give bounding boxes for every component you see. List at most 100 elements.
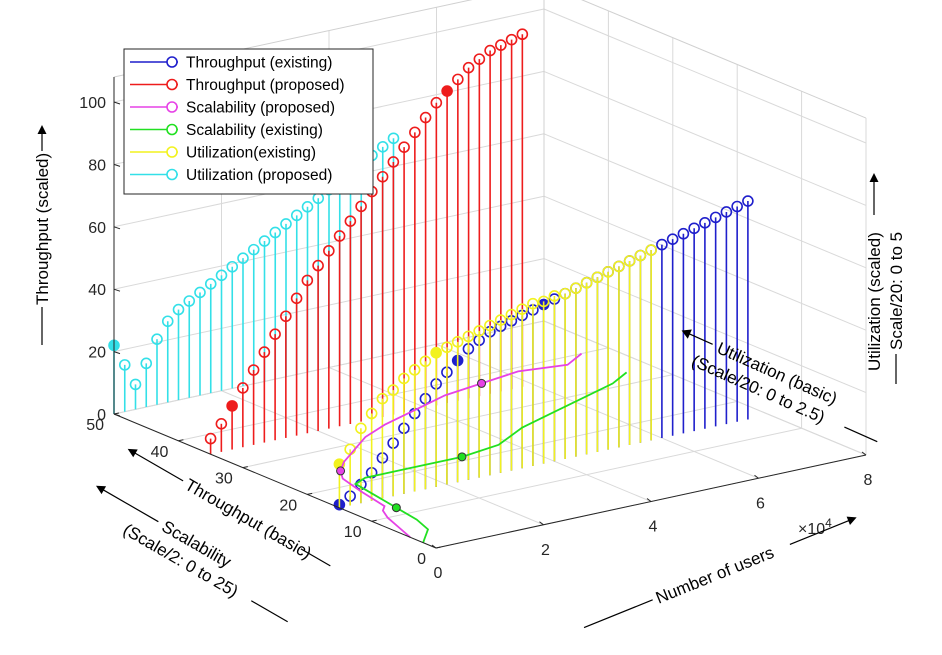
stem-marker-throughput_proposed	[226, 400, 238, 412]
stem-marker-throughput_proposed	[376, 170, 389, 183]
stem-marker-utilization_existing	[419, 355, 432, 368]
stem-marker-throughput_proposed	[505, 33, 518, 46]
z-tick-mark	[113, 413, 121, 417]
stem-marker-throughput_proposed	[452, 73, 464, 86]
stem-marker-utilization_proposed	[172, 303, 185, 316]
legend-swatch-marker	[166, 78, 178, 91]
legend-label: Utilization (proposed)	[186, 167, 332, 184]
y-tick-mark	[113, 412, 120, 415]
series-utilization_existing	[333, 244, 657, 508]
stem-marker-utilization_existing	[441, 341, 453, 354]
stem-marker-throughput_proposed	[409, 126, 421, 139]
stem-marker-utilization_existing	[451, 336, 464, 348]
x-tick-label: 0	[434, 565, 443, 582]
z-tick-label: 20	[88, 345, 106, 362]
z-tick-mark	[113, 351, 121, 355]
legend-label: Throughput (proposed)	[186, 77, 345, 94]
stem-marker-throughput_proposed	[215, 417, 228, 430]
z-tick-label: 0	[97, 407, 106, 424]
stem-marker-utilization_proposed	[151, 333, 163, 345]
stem-marker-throughput_existing	[731, 200, 743, 213]
legend-swatch-marker	[166, 146, 178, 158]
x-tick-mark	[646, 498, 652, 502]
stem-marker-utilization_existing	[408, 364, 421, 376]
grid-line-y	[371, 427, 802, 522]
stem-marker-throughput_existing	[688, 222, 700, 235]
stem-marker-throughput_proposed	[290, 292, 303, 305]
stem-marker-throughput_proposed	[387, 156, 400, 168]
box-edge	[581, 0, 867, 119]
floor-line-series-group	[336, 352, 628, 543]
stem-marker-utilization_existing	[365, 407, 378, 420]
stem-marker-utilization_existing	[462, 330, 475, 343]
y-tick-label: 40	[151, 444, 169, 461]
stem-marker-utilization_existing	[516, 303, 528, 315]
stem-marker-utilization_existing	[376, 392, 389, 405]
stem-marker-utilization_existing	[537, 295, 550, 308]
stem-marker-utilization_existing	[484, 319, 496, 332]
svg-text:Utilization (scaled): Utilization (scaled)	[865, 232, 884, 371]
stem-marker-utilization_existing	[559, 287, 571, 300]
line-marker-scalability_existing	[391, 503, 401, 513]
stem-marker-utilization_proposed	[237, 252, 249, 264]
stem-marker-utilization_existing	[580, 276, 593, 289]
stem-marker-utilization_existing	[602, 266, 614, 278]
stem-marker-utilization_proposed	[387, 132, 400, 145]
z-tick-label: 60	[88, 220, 106, 237]
stem-marker-throughput_existing	[656, 238, 668, 251]
z-tick-label: 80	[88, 157, 106, 174]
stem-marker-utilization_proposed	[140, 357, 153, 370]
y-extra-label: Scalability (Scale/2: 0 to 25)	[96, 485, 288, 623]
stem-marker-throughput_existing	[699, 217, 711, 229]
x-tick-mark	[539, 521, 544, 526]
y-tick-label: 20	[279, 497, 297, 514]
y-tick-mark	[307, 492, 313, 495]
svg-text:Number of users: Number of users	[653, 543, 777, 608]
legend-item: Throughput (proposed)	[130, 77, 345, 94]
y-axis-line	[113, 413, 437, 549]
legend: Throughput (existing) Throughput (propose…	[123, 48, 374, 195]
stem-marker-utilization_existing	[473, 325, 485, 337]
legend-item: Throughput (existing)	[130, 55, 332, 72]
stem-marker-throughput_proposed	[484, 44, 496, 57]
z-axis-ticks: 0 20 40 60 80 100	[79, 95, 121, 424]
legend-swatch-marker	[166, 168, 178, 181]
stem-marker-utilization_proposed	[118, 359, 131, 371]
stem-marker-throughput_existing	[666, 233, 679, 245]
y-tick-mark	[371, 519, 377, 522]
stem-marker-utilization_proposed	[376, 141, 389, 153]
stem-marker-throughput_proposed	[495, 39, 507, 51]
stem-marker-throughput_existing	[720, 206, 733, 218]
y-tick-label: 0	[417, 551, 426, 568]
stem-marker-utilization_proposed	[269, 226, 282, 239]
x-tick-label: 2	[541, 542, 550, 559]
legend-label: Scalability (proposed)	[186, 100, 335, 117]
x-tick-label: 8	[864, 472, 873, 489]
stem-marker-utilization_existing	[494, 314, 507, 326]
y-tick-mark	[178, 439, 184, 442]
z-tick-mark	[113, 163, 121, 167]
stem-marker-utilization_proposed	[226, 260, 239, 273]
stem-marker-throughput_existing	[709, 211, 722, 224]
legend-item: Scalability (proposed)	[130, 100, 335, 117]
x-axis-ticks: 0 2 4 6 8	[431, 451, 873, 582]
y-tick-mark	[242, 466, 248, 469]
legend-swatch-marker	[166, 56, 178, 68]
stem-marker-throughput_proposed	[344, 215, 357, 227]
z-tick-mark	[113, 226, 121, 230]
stem-marker-throughput_existing	[742, 195, 754, 207]
grid-line-z	[543, 8, 867, 144]
stem-marker-utilization_existing	[387, 384, 399, 396]
y-tick-label: 10	[344, 524, 362, 541]
line-marker-scalability_existing	[457, 452, 467, 462]
line-scalability_proposed	[339, 352, 583, 538]
legend-label: Utilization(existing)	[186, 145, 316, 162]
stem-marker-utilization_existing	[591, 271, 604, 284]
y-axis-ticks: 0 10 20 30 40 50	[86, 412, 442, 568]
stem-marker-utilization_proposed	[301, 200, 314, 213]
stem-marker-throughput_proposed	[441, 85, 453, 97]
z-tick-label: 40	[88, 282, 106, 299]
x-tick-mark	[861, 451, 867, 456]
z-axis-label: Throughput (scaled)	[33, 125, 52, 345]
z-tick-mark	[113, 101, 121, 105]
